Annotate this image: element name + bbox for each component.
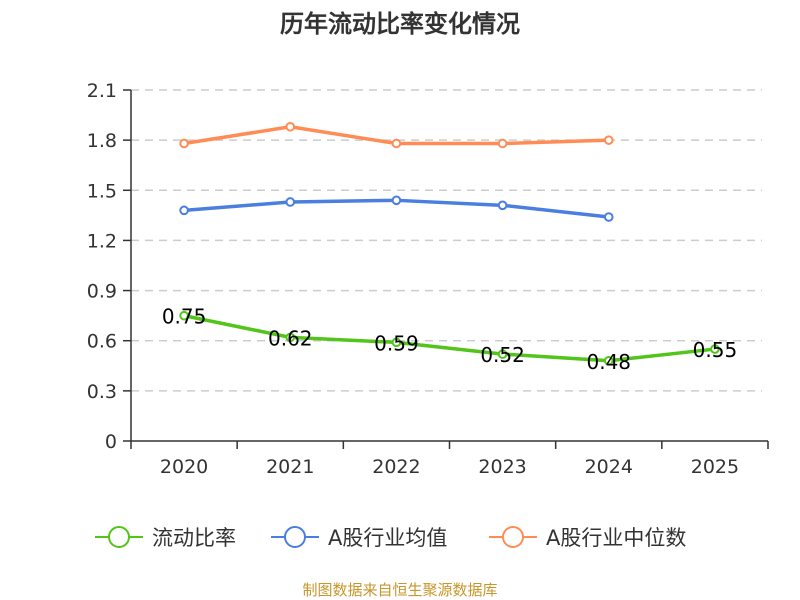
y-tick-label: 1.2 — [87, 230, 117, 252]
y-tick-label: 2.1 — [87, 80, 117, 102]
data-label: 0.75 — [162, 305, 207, 329]
data-label: 0.55 — [693, 338, 738, 362]
data-label: 0.52 — [480, 343, 525, 367]
data-point — [179, 205, 189, 216]
x-tick-label: 2020 — [160, 456, 208, 478]
data-source-note: 制图数据来自恒生聚源数据库 — [302, 581, 497, 599]
y-tick-label: 1.5 — [87, 180, 117, 202]
x-tick-label: 2024 — [585, 456, 633, 478]
x-tick-label: 2022 — [372, 456, 420, 478]
data-point — [179, 310, 189, 321]
data-point — [603, 212, 614, 222]
legend-label: A股行业均值 — [328, 526, 447, 550]
y-tick-label: 0.3 — [87, 381, 117, 403]
data-point — [285, 197, 296, 207]
data-point — [603, 355, 614, 366]
data-point — [603, 135, 614, 145]
legend-label: A股行业中位数 — [546, 526, 686, 550]
y-tick-label: 0 — [105, 431, 117, 453]
data-label: 0.48 — [586, 350, 631, 374]
data-point — [285, 332, 296, 343]
data-point — [497, 349, 508, 359]
data-point — [179, 138, 189, 149]
legend-circle-icon — [108, 526, 130, 548]
legend-item[interactable]: A股行业均值 — [271, 526, 447, 550]
data-point — [497, 138, 508, 149]
data-point — [391, 195, 402, 206]
series-group — [179, 121, 720, 366]
legend-label: 流动比率 — [152, 526, 236, 550]
legend-item[interactable]: 流动比率 — [95, 526, 236, 550]
data-point — [497, 200, 508, 211]
grid-lines — [131, 89, 762, 392]
data-point — [391, 138, 402, 149]
data-labels: 0.75 0.62 0.59 0.52 0.48 0.55 — [162, 305, 737, 374]
data-point — [391, 337, 402, 348]
legend-item[interactable]: A股行业中位数 — [489, 526, 686, 550]
x-tick-label: 2023 — [478, 456, 526, 478]
y-tick-label: 1.8 — [87, 130, 117, 152]
chart-title: 历年流动比率变化情况 — [280, 10, 520, 38]
x-tick-label: 2025 — [691, 456, 739, 478]
x-tick-label: 2021 — [266, 456, 314, 478]
data-label: 0.62 — [268, 326, 313, 350]
data-point — [710, 344, 720, 354]
y-tick-label: 0.9 — [87, 281, 117, 303]
x-axis: 2020 2021 2022 2023 2024 2025 — [130, 440, 769, 478]
legend-circle-icon — [284, 526, 306, 548]
legend: 流动比率 A股行业均值 A股行业中位数 — [95, 526, 686, 550]
data-point — [285, 121, 296, 132]
y-axis: 0 0.3 0.6 0.9 1.2 1.5 1.8 2.1 — [87, 80, 132, 453]
y-tick-label: 0.6 — [87, 331, 117, 353]
legend-circle-icon — [502, 526, 524, 548]
data-label: 0.59 — [374, 331, 419, 355]
series-line — [183, 313, 716, 363]
